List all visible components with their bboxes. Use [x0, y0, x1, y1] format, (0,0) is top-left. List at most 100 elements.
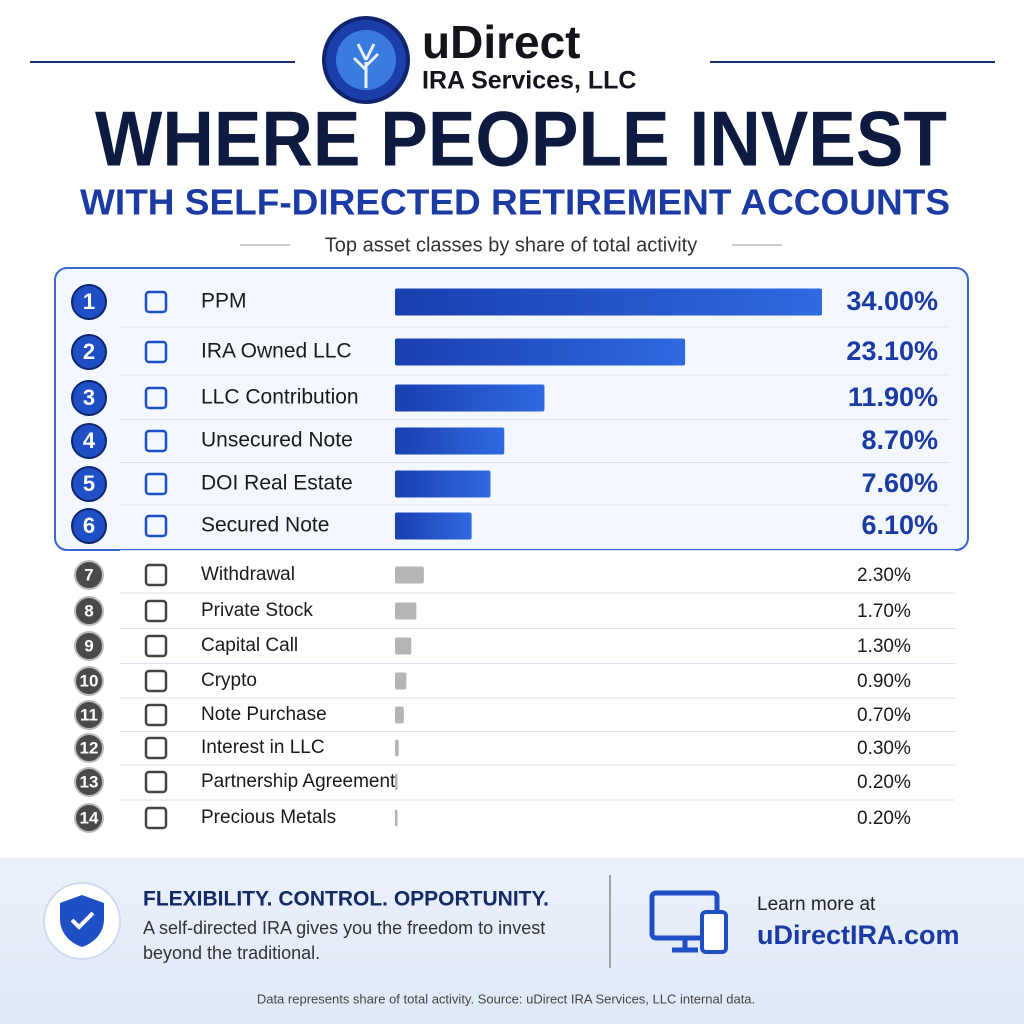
category-label: LLC Contribution: [201, 386, 359, 409]
rank-badge: [74, 733, 104, 763]
footer-body: A self-directed IRA gives you the freedo…: [143, 918, 545, 938]
rank-number: 8: [84, 601, 93, 620]
category-icon: [144, 563, 168, 587]
category-label: Withdrawal: [201, 564, 295, 585]
phone-icon: [700, 910, 728, 954]
chart-subtitle: WITH SELF-DIRECTED RETIREMENT ACCOUNTS: [80, 182, 950, 223]
category-icon: [144, 599, 168, 623]
value-label: 34.00%: [846, 286, 938, 316]
category-icon: [144, 736, 168, 760]
bar: [395, 338, 686, 366]
rank-number: 6: [83, 513, 95, 538]
bar: [395, 470, 491, 498]
brand: uDirect: [422, 16, 580, 68]
category-label: PPM: [201, 290, 247, 313]
bar: [395, 427, 505, 455]
bar: [395, 566, 424, 584]
rank-badge: [74, 700, 104, 730]
category-label: Crypto: [201, 670, 257, 691]
chart-rows: 1 PPM 34.00% 2 IRA Owned LLC 23.10% 3 LLC Contr…: [71, 284, 955, 833]
category-icon: [144, 770, 168, 794]
value-label: 0.20%: [857, 772, 911, 793]
bar: [395, 809, 398, 827]
source-note: Data represents share of total activity.…: [257, 991, 755, 1006]
bar: [395, 706, 404, 724]
rank-badge: [71, 284, 107, 320]
rank-number: 11: [80, 705, 98, 724]
category-icon: [144, 634, 168, 658]
cta-url[interactable]: uDirectIRA.com: [757, 920, 960, 950]
category-label: IRA Owned LLC: [201, 340, 352, 363]
rank-badge: [74, 803, 104, 833]
rank-number: 12: [80, 738, 99, 757]
category-label: DOI Real Estate: [201, 472, 353, 495]
category-icon: [144, 290, 168, 314]
rank-number: 2: [83, 339, 95, 364]
bar: [395, 384, 545, 412]
category-icon: [144, 386, 168, 410]
rank-badge: [74, 767, 104, 797]
cta-label: Learn more at: [757, 894, 876, 915]
value-label: 0.30%: [857, 738, 911, 759]
category-label: Precious Metals: [201, 807, 336, 828]
rank-badge: [74, 666, 104, 696]
footer-headline: FLEXIBILITY. CONTROL. OPPORTUNITY.: [143, 888, 549, 911]
rank-number: 10: [80, 671, 99, 690]
bar: [395, 602, 417, 620]
category-label: Partnership Agreement: [201, 771, 396, 792]
value-label: 1.70%: [857, 601, 911, 622]
category-icon: [144, 472, 168, 496]
value-label: 8.70%: [861, 425, 938, 455]
rank-badge: [74, 560, 104, 590]
value-label: 11.90%: [848, 382, 938, 412]
chart-title: WHERE PEOPLE INVEST: [95, 95, 947, 183]
value-label: 1.30%: [857, 636, 911, 657]
category-icon: [144, 514, 168, 538]
category-label: Unsecured Note: [201, 429, 353, 452]
category-label: Secured Note: [201, 514, 329, 537]
category-label: Private Stock: [201, 600, 313, 621]
bar: [395, 637, 412, 655]
category-icon: [144, 703, 168, 727]
rank-number: 1: [83, 289, 95, 314]
category-label: Note Purchase: [201, 704, 327, 725]
rank-badge: [74, 631, 104, 661]
caption: Top asset classes by share of total acti…: [325, 234, 697, 256]
rank-number: 3: [83, 385, 95, 410]
value-label: 7.60%: [861, 468, 938, 498]
rank-badge: [71, 508, 107, 544]
monitor-stand: [672, 938, 698, 953]
category-icon: [144, 340, 168, 364]
rank-badge: [71, 380, 107, 416]
shield-icon: [60, 895, 104, 947]
bar: [395, 672, 407, 690]
rank-number: 5: [83, 471, 95, 496]
category-label: Interest in LLC: [201, 737, 325, 758]
shield-check: [70, 911, 95, 930]
rank-badge: [71, 423, 107, 459]
brand-sub: IRA Services, LLC: [422, 67, 636, 95]
value-label: 0.20%: [857, 808, 911, 829]
value-label: 0.70%: [857, 705, 911, 726]
rank-number: 14: [80, 808, 99, 827]
footer-band: [0, 858, 1024, 1024]
logo-tree: [352, 43, 380, 88]
bar: [395, 739, 399, 757]
footer-body: beyond the traditional.: [143, 943, 320, 963]
rank-badge: [74, 596, 104, 626]
category-icon: [144, 429, 168, 453]
value-label: 2.30%: [857, 565, 911, 586]
rank-number: 4: [83, 428, 96, 453]
rank-number: 7: [84, 565, 93, 584]
category-label: Capital Call: [201, 635, 298, 656]
rank-number: 13: [80, 772, 99, 791]
bar: [395, 773, 398, 791]
value-label: 6.10%: [861, 510, 938, 540]
rank-number: 9: [84, 636, 93, 655]
bar: [395, 288, 822, 316]
category-icon: [144, 669, 168, 693]
rank-badge: [71, 466, 107, 502]
value-label: 0.90%: [857, 671, 911, 692]
value-label: 23.10%: [846, 336, 938, 366]
